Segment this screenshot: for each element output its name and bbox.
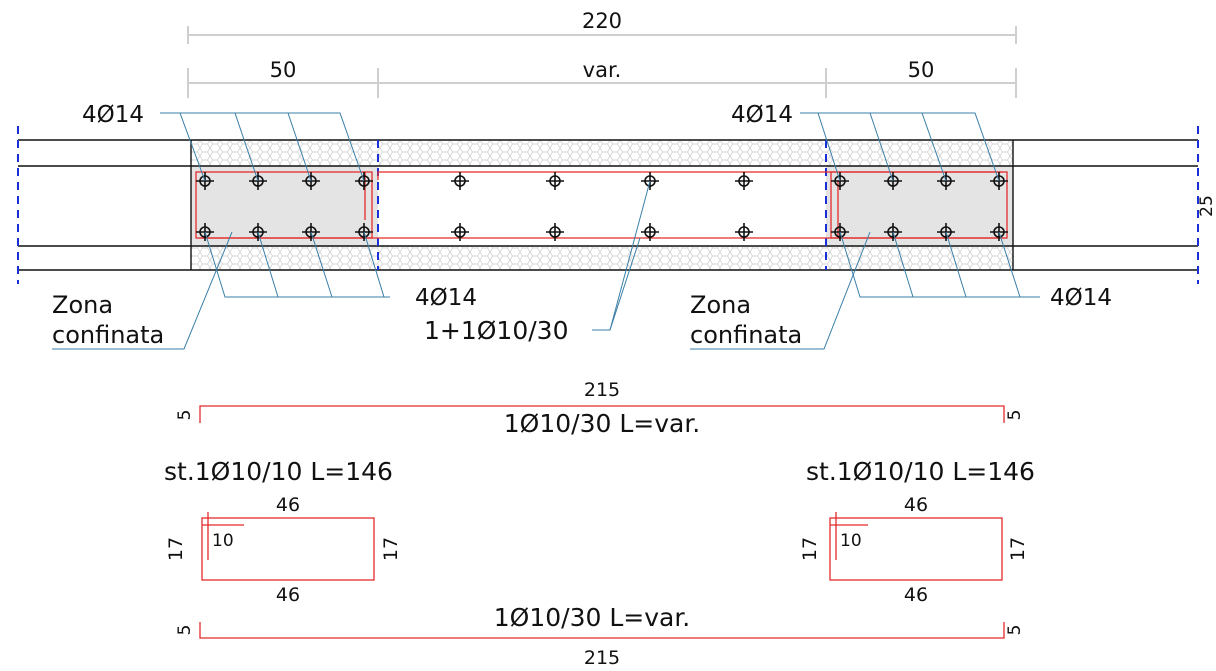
dimension-right-zone-label: 50 — [908, 58, 935, 82]
bar-top-label: 1Ø10/30 L=var. — [504, 409, 701, 438]
bar-schedule-top: 215 5 5 1Ø10/30 L=var. — [175, 379, 1025, 438]
stirrup-right-hook: 10 — [840, 531, 862, 551]
dimension-left-zone-label: 50 — [270, 58, 297, 82]
wall-section: 25 — [17, 126, 1216, 284]
callout-top-right-bars: 4Ø14 — [731, 102, 793, 128]
bar-schedule-bottom: 1Ø10/30 L=var. 5 5 215 — [175, 603, 1025, 669]
stirrup-left-top: 46 — [276, 494, 300, 516]
callout-zone-right-line2: confinata — [690, 321, 802, 349]
bar-top-length: 215 — [584, 379, 620, 401]
dimension-overall-label: 220 — [582, 9, 622, 33]
stirrup-left-right: 17 — [380, 537, 402, 561]
stirrup-right-left: 17 — [799, 537, 821, 561]
confined-zone-left — [191, 166, 378, 246]
bar-top-hook-right: 5 — [1005, 410, 1025, 421]
bar-bottom-label: 1Ø10/30 L=var. — [494, 603, 691, 632]
stirrup-right-bottom: 46 — [904, 584, 928, 606]
callout-bottom-left-bars: 4Ø14 — [415, 285, 477, 311]
confined-zone-right — [826, 166, 1013, 246]
callout-zone-left-line1: Zona — [52, 291, 113, 319]
callout-middle-bars: 1+1Ø10/30 — [424, 316, 568, 345]
stirrup-left-hook: 10 — [212, 531, 234, 551]
callout-zone-left-line2: confinata — [52, 321, 164, 349]
callout-top-left-bars: 4Ø14 — [82, 102, 144, 128]
concrete-cover-bottom — [191, 246, 1013, 270]
dimension-middle-label: var. — [583, 58, 622, 82]
stirrup-right-label: st.1Ø10/10 L=146 — [806, 457, 1035, 486]
dimension-overall: 220 — [187, 9, 1017, 44]
callout-zone-right-line1: Zona — [690, 291, 751, 319]
concrete-cover-top — [191, 140, 1013, 166]
dimension-segments: 50 var. 50 — [187, 58, 1017, 98]
stirrup-left-label: st.1Ø10/10 L=146 — [164, 457, 393, 486]
stirrup-right-right: 17 — [1007, 537, 1029, 561]
stirrup-left-bottom: 46 — [276, 584, 300, 606]
side-cut-dimension: 25 — [1197, 195, 1216, 217]
callout-bottom-right-bars: 4Ø14 — [1050, 285, 1112, 311]
stirrup-right-top: 46 — [904, 494, 928, 516]
stirrup-left-left: 17 — [165, 537, 187, 561]
horizontal-bar-top-plan — [377, 171, 1002, 180]
leaders — [52, 112, 1040, 350]
stirrup-schedule-right: st.1Ø10/10 L=146 46 46 17 17 10 — [799, 457, 1035, 606]
bar-bottom-hook-left: 5 — [175, 625, 195, 636]
bar-top-hook-left: 5 — [175, 410, 195, 421]
bar-bottom-hook-right: 5 — [1005, 625, 1025, 636]
stirrup-schedule-left: st.1Ø10/10 L=146 46 46 17 17 10 — [164, 457, 402, 606]
bar-bottom-length: 215 — [584, 647, 620, 669]
